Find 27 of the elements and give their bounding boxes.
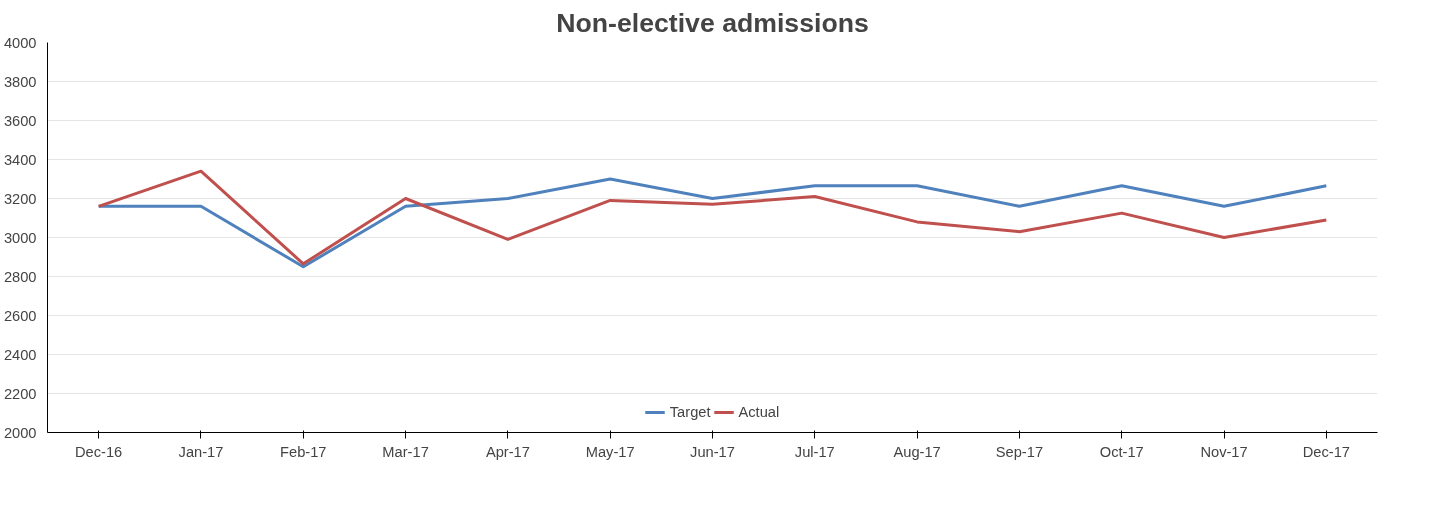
x-tick-label: Jun-17 [690, 443, 735, 460]
y-tick-label: 2400 [3, 346, 37, 363]
legend-label: Target [669, 404, 711, 420]
x-tick-label: Feb-17 [280, 443, 327, 460]
x-tick-label: Jul-17 [794, 443, 835, 460]
x-tick-label: Aug-17 [893, 443, 941, 460]
y-tick-label: 3800 [3, 73, 37, 90]
x-tick-label: Oct-17 [1099, 443, 1144, 460]
y-tick-label: 3400 [3, 151, 37, 168]
x-tick-label: Apr-17 [485, 443, 530, 460]
x-tick-label: Sep-17 [995, 443, 1044, 460]
x-tick-label: Dec-17 [1302, 443, 1350, 460]
y-tick-label: 3200 [3, 190, 37, 207]
y-tick-label: 2200 [3, 385, 37, 402]
y-tick-label: 3000 [3, 229, 37, 246]
y-tick-label: 2800 [3, 268, 37, 285]
x-tick-label: Dec-16 [75, 443, 123, 460]
chart-title: Non-elective admissions [556, 7, 869, 38]
x-tick-label: Jan-17 [178, 443, 224, 460]
y-tick-label: 2000 [3, 424, 37, 441]
y-tick-label: 3600 [3, 112, 37, 129]
y-tick-label: 2600 [3, 307, 37, 324]
x-tick-label: Mar-17 [382, 443, 429, 460]
x-tick-label: Nov-17 [1200, 443, 1248, 460]
legend-label: Actual [738, 404, 780, 420]
x-tick-label: May-17 [585, 443, 635, 460]
y-tick-label: 4000 [3, 34, 37, 51]
